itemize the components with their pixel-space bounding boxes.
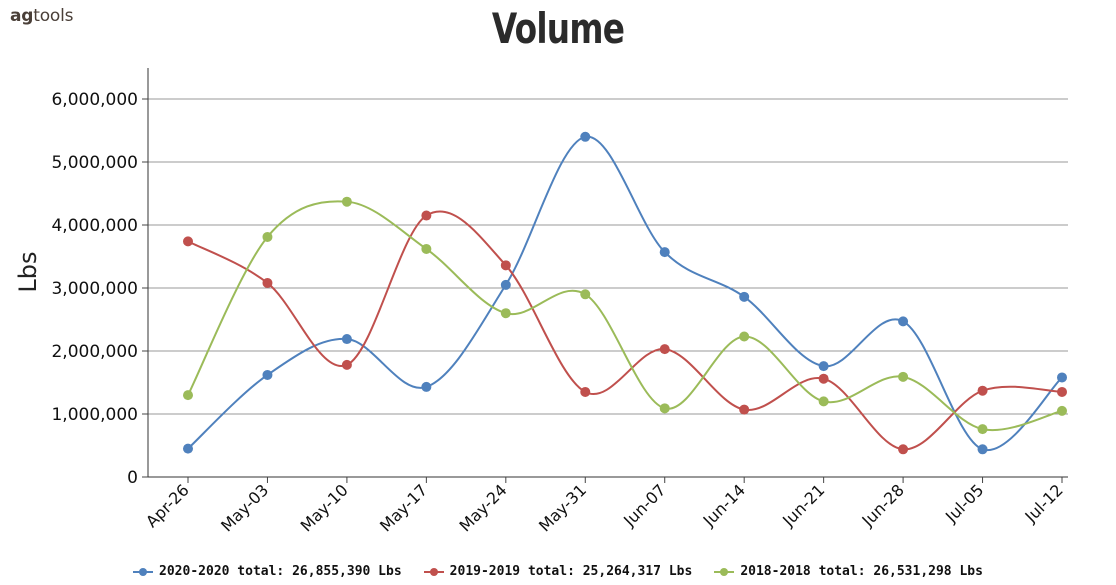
legend-item-3[interactable]: 2018-2018 total: 26,531,298 Lbs (714, 564, 983, 579)
data-point[interactable] (818, 396, 829, 407)
y-axis-ticks: 0 1,000,000 2,000,000 3,000,000 4,000,000 5,0… (51, 90, 148, 488)
data-point[interactable] (977, 444, 988, 455)
x-tick-label: Apr-26 (142, 480, 193, 531)
x-tick-label: Jun-28 (858, 480, 908, 530)
grid-lines (148, 98, 1068, 415)
data-point[interactable] (898, 316, 909, 327)
y-tick-label: 0 (127, 468, 138, 488)
data-point[interactable] (1057, 372, 1067, 383)
series-3 (183, 196, 1067, 435)
data-point[interactable] (659, 344, 670, 355)
data-point[interactable] (977, 424, 988, 435)
data-point[interactable] (421, 243, 432, 254)
axes (147, 68, 1068, 478)
x-tick-label: May-10 (297, 480, 352, 535)
data-point[interactable] (421, 210, 432, 221)
data-point[interactable] (262, 231, 273, 242)
y-tick-label: 4,000,000 (51, 216, 138, 236)
x-tick-label: Jun-21 (778, 480, 828, 530)
x-tick-label: May-17 (376, 480, 431, 535)
data-point[interactable] (341, 196, 352, 207)
legend-item-2[interactable]: 2019-2019 total: 25,264,317 Lbs (423, 564, 693, 579)
data-point[interactable] (341, 334, 352, 345)
x-tick-label: May-03 (217, 480, 272, 535)
legend-item-1[interactable]: 2020-2020 total: 26,855,390 Lbs (133, 564, 402, 579)
data-point[interactable] (898, 371, 909, 382)
data-point[interactable] (977, 385, 988, 396)
data-point[interactable] (580, 386, 591, 397)
data-point[interactable] (183, 390, 193, 401)
x-tick-label: Jul-05 (941, 480, 987, 526)
legend: 2020-2020 total: 26,855,390 Lbs 2019-2019… (0, 564, 1116, 579)
series-line (187, 135, 1063, 452)
legend-label: 2018-2018 total: 26,531,298 Lbs (740, 564, 983, 579)
legend-marker-icon (133, 567, 154, 577)
data-point[interactable] (580, 289, 591, 300)
data-point[interactable] (262, 369, 273, 380)
data-point[interactable] (183, 236, 193, 247)
x-tick-label: Jun-07 (619, 480, 669, 530)
data-point[interactable] (1057, 386, 1067, 397)
data-point[interactable] (183, 443, 193, 454)
line-chart: 0 1,000,000 2,000,000 3,000,000 4,000,000 5,0… (14, 68, 1068, 536)
data-point[interactable] (500, 279, 511, 290)
data-point[interactable] (739, 331, 750, 342)
data-point[interactable] (818, 373, 829, 384)
legend-label: 2020-2020 total: 26,855,390 Lbs (159, 564, 402, 579)
data-point[interactable] (1057, 405, 1067, 416)
y-axis-label: Lbs (14, 251, 42, 292)
legend-marker-icon (714, 567, 735, 577)
data-point[interactable] (739, 404, 750, 415)
data-point[interactable] (659, 403, 670, 414)
chart-title: Volume (491, 4, 625, 53)
y-tick-label: 3,000,000 (51, 279, 138, 299)
data-point[interactable] (500, 260, 511, 271)
y-tick-label: 2,000,000 (51, 342, 138, 362)
x-tick-label: Jul-12 (1021, 480, 1067, 526)
y-tick-label: 5,000,000 (51, 153, 138, 173)
legend-marker-icon (423, 567, 444, 577)
data-point[interactable] (500, 308, 511, 319)
brand-logo: agtools (10, 6, 74, 26)
series-1 (183, 131, 1067, 455)
series-line (187, 200, 1063, 432)
data-point[interactable] (739, 291, 750, 302)
series-group (183, 131, 1067, 455)
data-point[interactable] (659, 247, 670, 258)
data-point[interactable] (341, 359, 352, 370)
data-point[interactable] (818, 361, 829, 372)
x-tick-label: May-24 (456, 480, 511, 535)
data-point[interactable] (262, 277, 273, 288)
data-point[interactable] (580, 131, 591, 142)
x-tick-label: May-31 (535, 480, 590, 535)
data-point[interactable] (898, 444, 909, 455)
x-axis-ticks: Apr-26 May-03 May-10 May-17 May-24 May-31 Jun-… (142, 477, 1067, 536)
series-2 (183, 210, 1067, 455)
legend-label: 2019-2019 total: 25,264,317 Lbs (449, 564, 693, 579)
data-point[interactable] (421, 381, 432, 392)
y-tick-label: 6,000,000 (51, 90, 138, 110)
x-tick-label: Jun-14 (699, 480, 749, 530)
y-tick-label: 1,000,000 (51, 405, 138, 425)
